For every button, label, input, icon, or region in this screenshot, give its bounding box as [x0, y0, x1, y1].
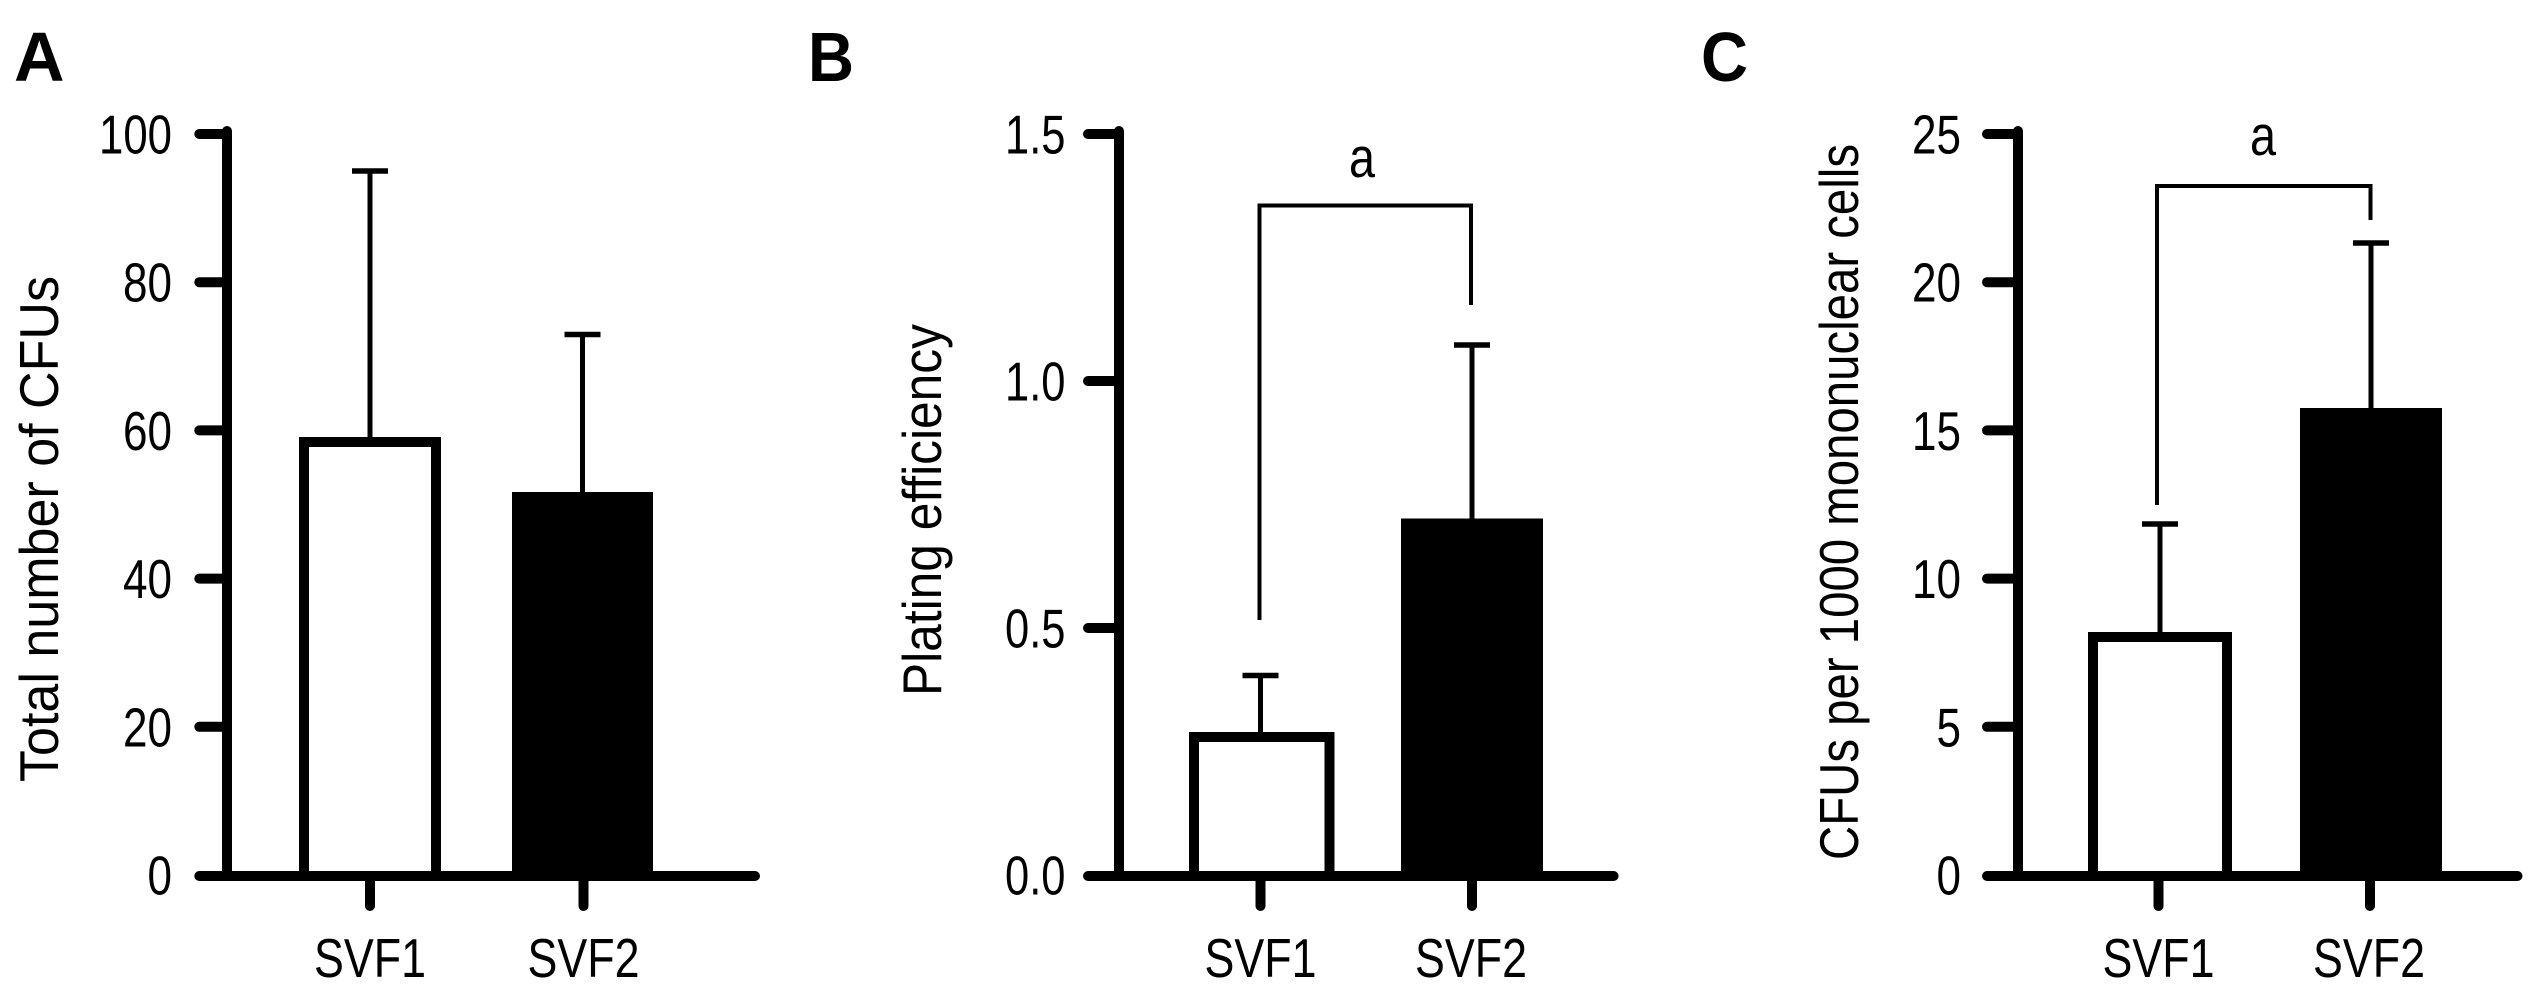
- svg-text:C: C: [1701, 18, 1748, 96]
- svg-text:SVF2: SVF2: [1415, 927, 1527, 989]
- svg-text:a: a: [1349, 126, 1375, 190]
- svg-text:0.5: 0.5: [1005, 598, 1066, 660]
- svg-text:1.0: 1.0: [1005, 351, 1066, 413]
- svg-text:5: 5: [1937, 696, 1962, 758]
- svg-text:SVF1: SVF1: [314, 927, 426, 989]
- svg-text:10: 10: [1912, 548, 1961, 610]
- svg-text:0.0: 0.0: [1005, 845, 1066, 907]
- svg-text:Total number of CFUs: Total number of CFUs: [8, 276, 70, 782]
- svg-text:20: 20: [123, 696, 172, 758]
- svg-text:0: 0: [1937, 845, 1962, 907]
- svg-text:CFUs per 1000 mononuclear cell: CFUs per 1000 mononuclear cells: [1808, 144, 1870, 860]
- svg-text:SVF1: SVF1: [1205, 927, 1317, 989]
- svg-text:SVF2: SVF2: [528, 927, 640, 989]
- svg-text:B: B: [808, 18, 854, 96]
- svg-text:SVF2: SVF2: [2313, 927, 2425, 989]
- svg-text:1.5: 1.5: [1005, 104, 1066, 166]
- svg-text:SVF1: SVF1: [2103, 927, 2215, 989]
- svg-text:15: 15: [1912, 400, 1961, 462]
- svg-text:60: 60: [123, 400, 172, 462]
- svg-text:a: a: [2250, 104, 2276, 168]
- svg-text:80: 80: [123, 252, 172, 314]
- svg-text:Plating efficiency: Plating efficiency: [891, 324, 953, 696]
- svg-text:A: A: [14, 18, 65, 96]
- svg-text:0: 0: [148, 845, 173, 907]
- svg-text:25: 25: [1912, 104, 1961, 166]
- svg-text:40: 40: [123, 548, 172, 610]
- svg-text:20: 20: [1912, 252, 1961, 314]
- svg-text:100: 100: [99, 104, 172, 166]
